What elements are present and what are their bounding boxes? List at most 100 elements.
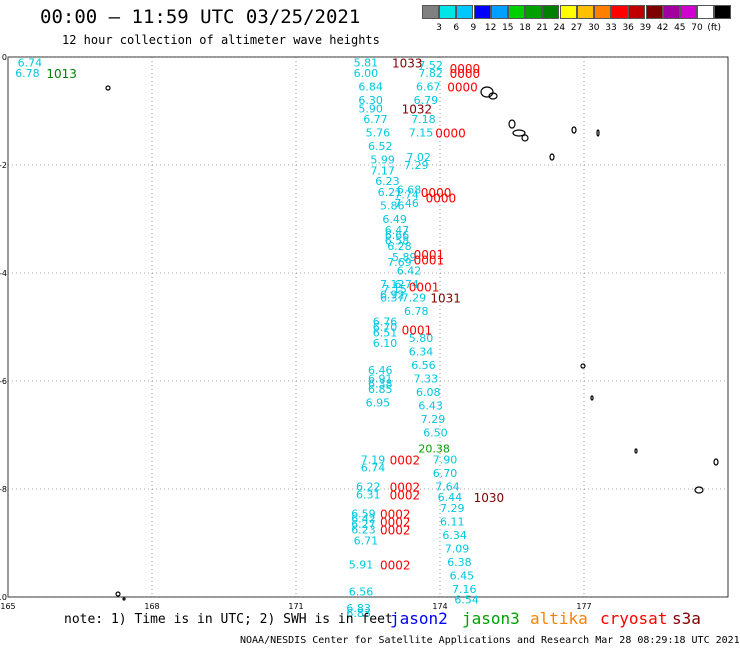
- swh-label: 7.29: [402, 291, 427, 304]
- swh-label: 5.81: [354, 56, 379, 69]
- legend-swatch: [439, 5, 457, 19]
- swh-label: 6.85: [368, 383, 393, 396]
- swh-label: 6.23: [351, 524, 376, 537]
- y-tick-label: -6: [0, 377, 7, 386]
- time-label: 0001: [414, 254, 445, 268]
- legend-label: 12: [484, 23, 497, 33]
- legend-label: 24: [553, 23, 566, 33]
- swh-label: 6.46: [368, 364, 393, 377]
- chart-subtitle: 12 hour collection of altimeter wave hei…: [62, 33, 380, 47]
- legend-label: 6: [453, 23, 460, 33]
- island-outline: [549, 153, 555, 161]
- island-outline: [596, 129, 600, 137]
- grid-lines: [7, 56, 729, 598]
- legend-label: 15: [502, 23, 514, 33]
- legend-label: 70: [691, 23, 703, 33]
- legend-label: 36: [622, 23, 634, 33]
- time-label: 0002: [390, 453, 421, 467]
- legend-swatch: [508, 5, 525, 19]
- swh-label: 6.22: [356, 480, 381, 493]
- y-tick-label: -4: [0, 269, 7, 278]
- island-outline: [694, 486, 704, 494]
- legend-label: (ft): [707, 23, 721, 33]
- legend-label: 18: [519, 23, 531, 33]
- swh-label: 7.18: [411, 113, 436, 126]
- time-label: 0002: [380, 515, 411, 529]
- data-labels: 6.746.785.816.006.846.305.906.775.766.52…: [15, 56, 504, 620]
- x-tick-label: 165: [0, 602, 15, 611]
- island-outline: [508, 119, 516, 129]
- legend-label: 45: [674, 23, 686, 33]
- legend-swatch: [628, 5, 646, 19]
- swh-label: 5.91: [349, 559, 374, 572]
- x-tick-label: 171: [288, 602, 303, 611]
- swh-label: 7.46: [394, 197, 419, 210]
- swh-label: 6.10: [373, 337, 398, 350]
- swh-label: 5.80: [409, 332, 434, 345]
- legend-label: 30: [588, 23, 600, 33]
- satellite-name: altika: [530, 609, 588, 628]
- swh-label: 6.84: [358, 81, 383, 94]
- swh-label: 6.52: [368, 140, 393, 153]
- swh-label: 7.29: [404, 159, 429, 172]
- y-tick-label: -8: [0, 485, 7, 494]
- swh-label: 6.70: [373, 321, 398, 334]
- swh-label: 7.90: [433, 453, 458, 466]
- swh-label: 6.34: [442, 529, 467, 542]
- swh-label: 7.69: [387, 256, 412, 269]
- satellite-name: jason3: [462, 609, 520, 628]
- swh-label: 5.89: [392, 251, 417, 264]
- time-label: 0000: [447, 81, 478, 95]
- legend-label: 42: [656, 23, 669, 33]
- swh-label: 6.00: [354, 67, 379, 80]
- legend-swatch: [559, 5, 577, 19]
- swh-label: 6.68: [397, 183, 422, 196]
- swh-label: 6.78: [404, 305, 429, 318]
- legend-label: 21: [536, 23, 548, 33]
- swh-label: 6.11: [440, 515, 465, 528]
- time-label: 0000: [450, 67, 481, 81]
- swh-label: 7.82: [418, 67, 443, 80]
- satellite-name: s3a: [672, 609, 701, 628]
- swh-label: 20.38: [418, 443, 450, 456]
- swh-label: 6.31: [356, 488, 381, 501]
- swh-label: 6.23: [375, 175, 400, 188]
- island-outline: [115, 591, 121, 597]
- swh-label: 6.21: [378, 186, 403, 199]
- legend-swatch: [456, 5, 474, 19]
- swh-label: 6.67: [416, 81, 441, 94]
- time-label: 0000: [426, 191, 457, 205]
- swh-label: 6.56: [411, 359, 436, 372]
- legend-label: 33: [605, 23, 617, 33]
- swh-label: 6.74: [18, 56, 42, 69]
- swh-label: 7.16: [452, 583, 477, 596]
- legend-label: 9: [470, 23, 477, 33]
- time-label: 0000: [435, 127, 466, 141]
- swh-label: 6.51: [373, 326, 398, 339]
- swh-label: 5.90: [358, 102, 383, 115]
- swh-label: 7.64: [435, 480, 460, 493]
- swh-label: 7.29: [421, 413, 446, 426]
- swh-label: 6.45: [450, 569, 475, 582]
- swh-label: 6.77: [363, 113, 388, 126]
- island-outline: [122, 597, 126, 601]
- legend-label: 3: [436, 23, 442, 33]
- swh-label: 6.30: [358, 94, 383, 107]
- time-label: 1031: [430, 291, 461, 305]
- legend-swatch: [680, 5, 697, 19]
- swh-label: 6.49: [382, 213, 407, 226]
- swh-label: 7.19: [361, 453, 386, 466]
- x-tick-label: 174: [432, 602, 447, 611]
- time-label: 1032: [402, 102, 433, 116]
- footer-note: note: 1) Time is in UTC; 2) SWH is in fe…: [64, 612, 393, 627]
- legend-swatch: [525, 5, 543, 19]
- legend-swatch: [714, 5, 732, 19]
- swh-label: 5.99: [370, 154, 395, 167]
- time-label: 0001: [402, 324, 433, 338]
- swh-label: 6.27: [351, 518, 376, 531]
- time-label: 0000: [421, 186, 452, 200]
- swh-label: 7.15: [382, 283, 407, 296]
- time-label: 1013: [46, 67, 77, 81]
- legend-swatch: [422, 5, 439, 19]
